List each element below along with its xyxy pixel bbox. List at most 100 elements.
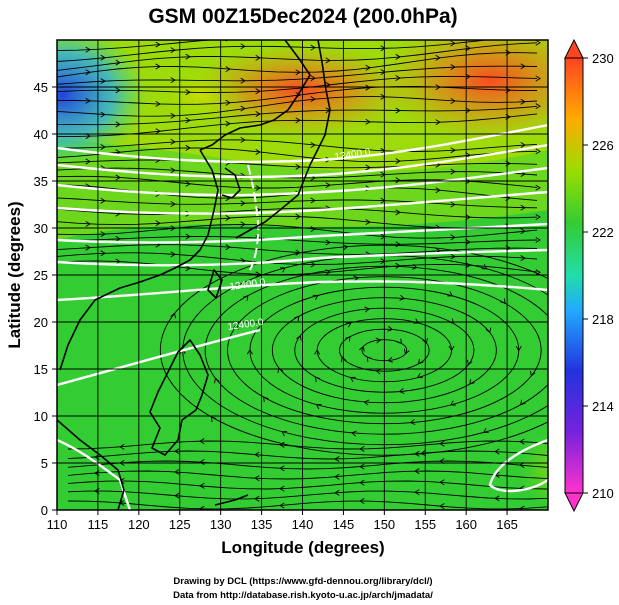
contour-line (57, 438, 132, 510)
streamline (57, 159, 538, 169)
streamline-arrow (310, 75, 316, 82)
streamline-arrow (281, 431, 288, 437)
streamline-arrow (255, 271, 261, 278)
streamline-arrow (366, 356, 373, 362)
streamline-arrow (520, 228, 526, 235)
streamline-arrow (115, 121, 121, 128)
streamline-arrow (467, 359, 473, 366)
streamline-arrow (359, 345, 365, 352)
x-tick-label: 155 (414, 517, 436, 532)
streamline-arrow (535, 148, 541, 155)
streamline-arrow (85, 46, 91, 53)
streamline-arrow (225, 215, 231, 221)
streamline-arrow (155, 41, 161, 48)
streamline-arrow (170, 112, 176, 119)
streamline-arrow (295, 213, 301, 220)
streamline-arrow (100, 111, 106, 118)
streamline (67, 460, 548, 470)
streamline-arrow (436, 33, 440, 38)
field-warm-centre (190, 45, 410, 135)
streamline-arrow (254, 495, 260, 502)
y-axis-ticks: 0 5 10 15 20 25 30 35 40 45 (34, 80, 57, 518)
streamline-arrow (310, 44, 316, 51)
streamline-arrow (170, 47, 176, 54)
streamline-arrow (279, 441, 285, 448)
y-axis-label: Latitude (degrees) (5, 201, 24, 348)
streamline-arrow (366, 34, 370, 39)
streamline-arrow (295, 163, 301, 170)
streamline-arrow (170, 201, 176, 208)
streamline-arrow (240, 137, 246, 143)
streamline-arrow (255, 54, 261, 61)
streamline-arrow (155, 63, 161, 70)
streamline-arrow (448, 345, 455, 352)
streamline-arrow (255, 88, 261, 95)
colorbar-bottom-arrow (564, 492, 584, 513)
y-tick-label: 40 (34, 127, 48, 142)
streamline-arrow (199, 459, 205, 466)
streamline (67, 490, 548, 500)
streamline-arrow (465, 262, 471, 269)
streamline-arrow (279, 502, 285, 509)
streamline-arrow (535, 269, 541, 276)
x-tick-label: 140 (292, 517, 314, 532)
streamline-arrow (185, 265, 191, 272)
colorbar-body (564, 57, 584, 494)
coast-philippines (149, 339, 209, 456)
streamline-arrow (520, 98, 526, 105)
streamline-arrow (450, 168, 456, 175)
contour-labels: 12400.0 12400.0 12400.0 (227, 147, 372, 333)
streamline-arrow (155, 220, 161, 227)
streamline-arrow (85, 244, 91, 251)
streamline-arrow (380, 147, 386, 154)
plot-area: 12400.0 12400.0 12400.0 (57, 33, 548, 510)
streamline-arrow (170, 167, 176, 174)
streamline-arrow (185, 233, 191, 240)
streamline-arrow (395, 262, 401, 269)
streamline-arrow (411, 263, 418, 270)
streamline-arrow (413, 318, 419, 324)
streamline-arrow (351, 430, 357, 437)
colorbar-tick-label: 226 (592, 138, 614, 153)
streamline-arrow (263, 396, 269, 403)
streamline-arrow (365, 84, 371, 91)
streamline-arrow (170, 312, 176, 319)
streamline-arrow (520, 399, 526, 406)
streamline-arrow (115, 258, 121, 265)
streamline-arrow (279, 267, 286, 273)
credit-data: Data from http://database.rish.kyoto-u.a… (173, 590, 433, 601)
colorbar: 210 214 218 222 226 230 (564, 38, 614, 513)
x-tick-label: 120 (128, 517, 150, 532)
coast-japan (235, 40, 331, 239)
x-tick-label: 160 (455, 517, 477, 532)
streamline-arrow (296, 33, 300, 38)
streamline-arrow (100, 144, 106, 150)
streamline (67, 440, 548, 450)
streamline-arrow (349, 376, 356, 383)
streamline-arrow (233, 323, 239, 330)
streamline (57, 197, 538, 209)
streamline-arrow (214, 377, 220, 384)
colorbar-tick-label: 230 (592, 51, 614, 66)
streamline-arrow (535, 75, 541, 82)
streamline-arrow (155, 100, 161, 107)
x-tick-label: 125 (169, 517, 191, 532)
streamline-arrow (325, 182, 331, 189)
streamline-arrow (334, 473, 340, 480)
streamline-arrow (515, 346, 522, 352)
streamline-arrow (365, 118, 371, 125)
streamline-arrow (255, 149, 261, 155)
streamline-arrow (465, 107, 471, 114)
streamline-arrow (447, 291, 453, 297)
colorbar-tick-label: 218 (592, 312, 614, 327)
colorbar-tick-label: 210 (592, 486, 614, 501)
streamline-arrow (279, 485, 285, 492)
contour-line (57, 328, 261, 387)
streamline-arrow (325, 239, 331, 246)
x-axis-label: Longitude (degrees) (221, 538, 384, 557)
streamline-arrow (246, 348, 253, 355)
streamline-arrow (225, 120, 231, 127)
streamline-arrow (395, 107, 401, 114)
streamline-arrow (359, 479, 365, 486)
streamline (57, 167, 538, 179)
